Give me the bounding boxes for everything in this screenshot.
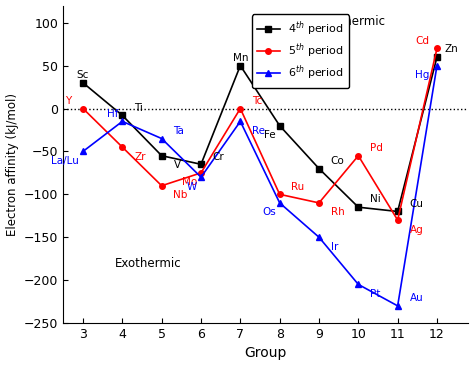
Text: Mo: Mo [182,177,197,187]
4$^{th}$ period [119,113,125,117]
Text: Co: Co [331,156,345,166]
4$^{th}$ period [237,63,243,68]
5$^{th}$ period [237,107,243,111]
5$^{th}$ period [198,171,204,175]
6$^{th}$ period [237,119,243,124]
Text: Pt: Pt [370,289,381,299]
4$^{th}$ period [434,55,440,59]
6$^{th}$ period [356,282,361,287]
X-axis label: Group: Group [245,347,287,361]
5$^{th}$ period [119,145,125,149]
6$^{th}$ period [119,119,125,124]
Line: 6$^{th}$ period: 6$^{th}$ period [80,63,440,309]
Text: Ta: Ta [173,126,184,136]
Line: 4$^{th}$ period: 4$^{th}$ period [80,54,440,214]
4$^{th}$ period [316,167,322,171]
Text: Ni: Ni [370,194,381,205]
Text: W: W [187,182,197,191]
6$^{th}$ period [395,304,401,308]
6$^{th}$ period [434,63,440,68]
4$^{th}$ period [277,123,283,128]
Text: Zr: Zr [134,152,146,161]
Text: Hf: Hf [107,109,118,119]
Legend: 4$^{th}$ period, 5$^{th}$ period, 6$^{th}$ period: 4$^{th}$ period, 5$^{th}$ period, 6$^{th… [252,14,349,88]
Text: Rh: Rh [331,208,345,217]
Text: Y: Y [65,96,71,106]
6$^{th}$ period [316,235,322,239]
Text: Pd: Pd [370,143,383,153]
4$^{th}$ period [159,153,164,158]
5$^{th}$ period [316,201,322,205]
Text: Ti: Ti [134,102,143,113]
Text: Hg: Hg [415,70,429,80]
6$^{th}$ period [80,149,86,154]
4$^{th}$ period [198,162,204,167]
5$^{th}$ period [356,153,361,158]
5$^{th}$ period [277,192,283,197]
6$^{th}$ period [277,201,283,205]
Text: Ag: Ag [410,224,423,235]
5$^{th}$ period [434,46,440,51]
Text: Re: Re [252,126,265,136]
Text: Fe: Fe [264,130,276,140]
Text: Cd: Cd [415,36,429,46]
Text: Zn: Zn [445,44,459,54]
4$^{th}$ period [80,81,86,85]
Text: Cu: Cu [410,199,423,209]
Y-axis label: Electron affinity (kJ/mol): Electron affinity (kJ/mol) [6,93,18,236]
6$^{th}$ period [198,175,204,179]
Text: Mn: Mn [233,53,248,63]
Text: Tc: Tc [252,96,263,106]
Text: Exothermic: Exothermic [115,257,181,270]
5$^{th}$ period [395,218,401,222]
4$^{th}$ period [395,209,401,214]
Text: Os: Os [262,208,276,217]
Text: Cr: Cr [213,152,225,161]
Text: La/Lu: La/Lu [51,156,79,166]
4$^{th}$ period [356,205,361,209]
Text: Ru: Ru [292,182,305,191]
Line: 5$^{th}$ period: 5$^{th}$ period [80,46,440,223]
Text: Ir: Ir [331,242,338,252]
Text: Nb: Nb [173,190,188,200]
6$^{th}$ period [159,137,164,141]
5$^{th}$ period [80,107,86,111]
Text: Sc: Sc [77,70,89,80]
Text: Au: Au [410,293,423,303]
Text: Endothermic: Endothermic [311,15,386,28]
Text: V: V [173,160,181,170]
5$^{th}$ period [159,183,164,188]
